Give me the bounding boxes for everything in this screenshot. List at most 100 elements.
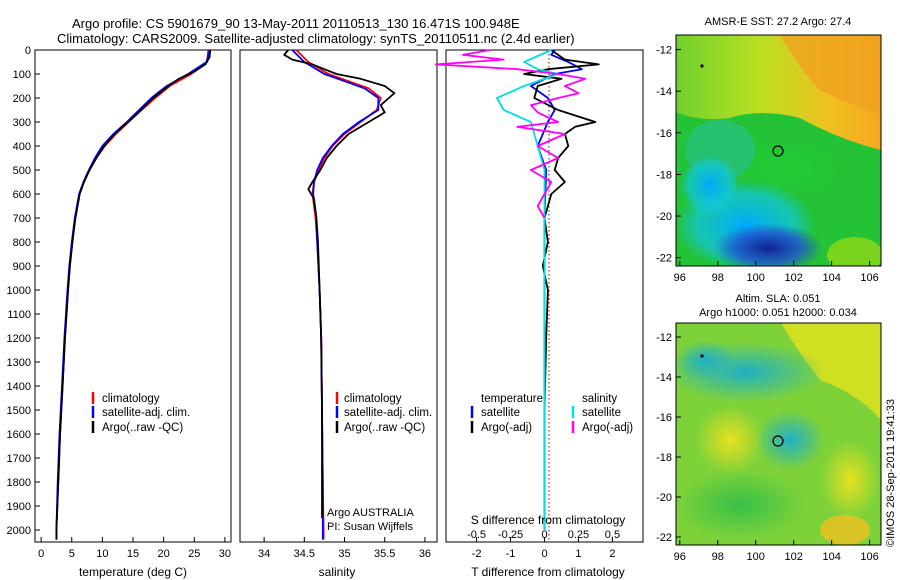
y-tick-label: 1400 xyxy=(7,381,31,393)
start-position-marker xyxy=(700,354,704,358)
sla-heatmap xyxy=(676,323,881,545)
difference-x-axis: -2 -1 0 1 2 xyxy=(472,537,615,560)
platform-label: Argo AUSTRALIA xyxy=(327,507,414,519)
lon-tick-label: 102 xyxy=(785,272,803,284)
s-tick-label: -0.5 xyxy=(467,529,486,541)
y-tick-label: 700 xyxy=(13,213,31,225)
sla-high-east xyxy=(820,440,880,520)
temperature-panel: 0100200300400500600700800900100011001200… xyxy=(7,45,232,579)
legend-label-satellite: satellite-adj. clim. xyxy=(344,407,432,419)
legend-label-s-satellite: satellite xyxy=(582,407,621,419)
sst-heatmap xyxy=(676,35,881,266)
lon-tick-label: 104 xyxy=(822,551,840,563)
x-tick-label: 15 xyxy=(127,548,139,560)
x-tick-label: 25 xyxy=(188,548,200,560)
legend-title-temperature: temperature xyxy=(481,393,543,405)
lat-tick-label: -18 xyxy=(656,452,672,464)
lon-tick-label: 106 xyxy=(860,272,878,284)
lon-tick-label: 96 xyxy=(674,272,686,284)
y-tick-label: 400 xyxy=(13,141,31,153)
x-tick-label: 30 xyxy=(219,548,231,560)
x-tick-label: 20 xyxy=(158,548,170,560)
salinity-panel: 34 34.5 35 35.5 36 salinity climatology sate… xyxy=(239,49,438,579)
salinity-difference-scale: -0.5 -0.25 0 0.25 0.5 xyxy=(467,529,620,541)
series-line-salinity-satellite xyxy=(495,49,559,530)
salinity-axes xyxy=(239,49,438,543)
x-tick-label: 1 xyxy=(575,548,581,560)
lon-tick-label: 98 xyxy=(712,272,724,284)
difference-profiles xyxy=(434,49,600,530)
legend-label-climatology: climatology xyxy=(344,393,402,405)
x-tick-label: 34.5 xyxy=(294,548,315,560)
pi-label: PI: Susan Wijffels xyxy=(327,521,413,533)
sla-high-se xyxy=(820,515,870,545)
series-line-salinity-argo-adj- xyxy=(434,49,587,219)
lon-tick-label: 106 xyxy=(860,551,878,563)
sst-cold-core xyxy=(713,223,823,266)
sst-cool-west xyxy=(680,155,740,215)
y-tick-label: 1800 xyxy=(7,477,31,489)
legend-title-salinity: salinity xyxy=(582,393,617,405)
salinity-legend: climatology satellite-adj. clim. Argo(..… xyxy=(335,392,432,434)
y-tick-label: 1500 xyxy=(7,405,31,417)
s-tick-label: 0.25 xyxy=(568,529,589,541)
credit-label: ©IMOS 28-Sep-2011 19:41:33 xyxy=(885,399,897,547)
x-tick-label: 5 xyxy=(69,548,75,560)
depth-axis: 0 100 200 300 400 500 600 700 800 900 1000 1100 1200… xyxy=(7,45,40,537)
s-tick-label: -0.25 xyxy=(498,529,523,541)
series-line-argo-raw-qc- xyxy=(55,49,212,540)
lon-tick-label: 96 xyxy=(674,551,686,563)
y-tick-label: 800 xyxy=(13,237,31,249)
sla-high-ne xyxy=(781,323,881,420)
s-difference-label: S difference from climatology xyxy=(471,513,626,527)
sla-high-west xyxy=(695,405,765,475)
y-tick-label: 200 xyxy=(13,93,31,105)
lat-tick-label: -20 xyxy=(656,211,672,223)
lon-tick-label: 102 xyxy=(785,551,803,563)
argo-position-marker xyxy=(772,435,784,447)
s-tick-label: 0.5 xyxy=(605,529,620,541)
y-tick-label: 100 xyxy=(13,69,31,81)
y-tick-label: 1200 xyxy=(7,333,31,345)
legend-label-satellite: satellite-adj. clim. xyxy=(102,407,190,419)
y-tick-label: 1100 xyxy=(7,309,31,321)
legend-label-t-argo: Argo(-adj) xyxy=(481,422,532,434)
lat-tick-label: -12 xyxy=(656,332,672,344)
legend-label-climatology: climatology xyxy=(102,393,160,405)
temperature-axes xyxy=(34,49,232,543)
sst-map: AMSR-E SST: 27.2 Argo: 27.4 96 98 100 102 10… xyxy=(656,16,882,284)
y-tick-label: 0 xyxy=(25,45,31,57)
sla-map-axes: 96 98 100 102 104 106 -12 -14 -16 -18 -20 -22 xyxy=(656,332,879,563)
legend-label-t-satellite: satellite xyxy=(481,407,520,419)
y-tick-label: 1000 xyxy=(7,285,31,297)
temperature-x-axis: 0 5 10 15 20 25 30 xyxy=(38,537,231,560)
start-position-marker xyxy=(700,64,704,68)
x-tick-label: 35.5 xyxy=(374,548,395,560)
x-tick-label: 36 xyxy=(419,548,431,560)
legend-label-argo: Argo(..raw -QC) xyxy=(344,422,425,434)
lat-tick-label: -14 xyxy=(656,86,672,98)
lon-tick-label: 100 xyxy=(747,551,765,563)
temperature-profiles xyxy=(55,49,212,540)
figure-title-line2: Climatology: CARS2009. Satellite-adjuste… xyxy=(57,31,575,46)
difference-legend: temperature satellite Argo(-adj) salinit… xyxy=(470,393,633,434)
sla-mid-south xyxy=(676,470,805,540)
figure-title-line1: Argo profile: CS 5901679_90 13-May-2011 … xyxy=(72,16,520,31)
lat-tick-label: -16 xyxy=(656,412,672,424)
salinity-profiles xyxy=(283,49,396,540)
sst-hot-region xyxy=(780,35,881,115)
lat-tick-label: -22 xyxy=(656,253,672,265)
salinity-xlabel: salinity xyxy=(319,565,356,579)
lat-tick-label: -22 xyxy=(656,532,672,544)
x-tick-label: 0 xyxy=(38,548,44,560)
salinity-x-axis: 34 34.5 35 35.5 36 xyxy=(258,537,431,560)
y-tick-label: 2000 xyxy=(7,525,31,537)
sla-title-line1: Altim. SLA: 0.051 xyxy=(736,293,821,305)
y-tick-label: 1900 xyxy=(7,501,31,513)
lat-tick-label: -14 xyxy=(656,372,672,384)
lon-tick-label: 104 xyxy=(822,272,840,284)
temperature-legend: climatology satellite-adj. clim. Argo(..… xyxy=(91,392,190,434)
sst-map-frame xyxy=(675,34,882,267)
legend-label-s-argo: Argo(-adj) xyxy=(582,422,633,434)
